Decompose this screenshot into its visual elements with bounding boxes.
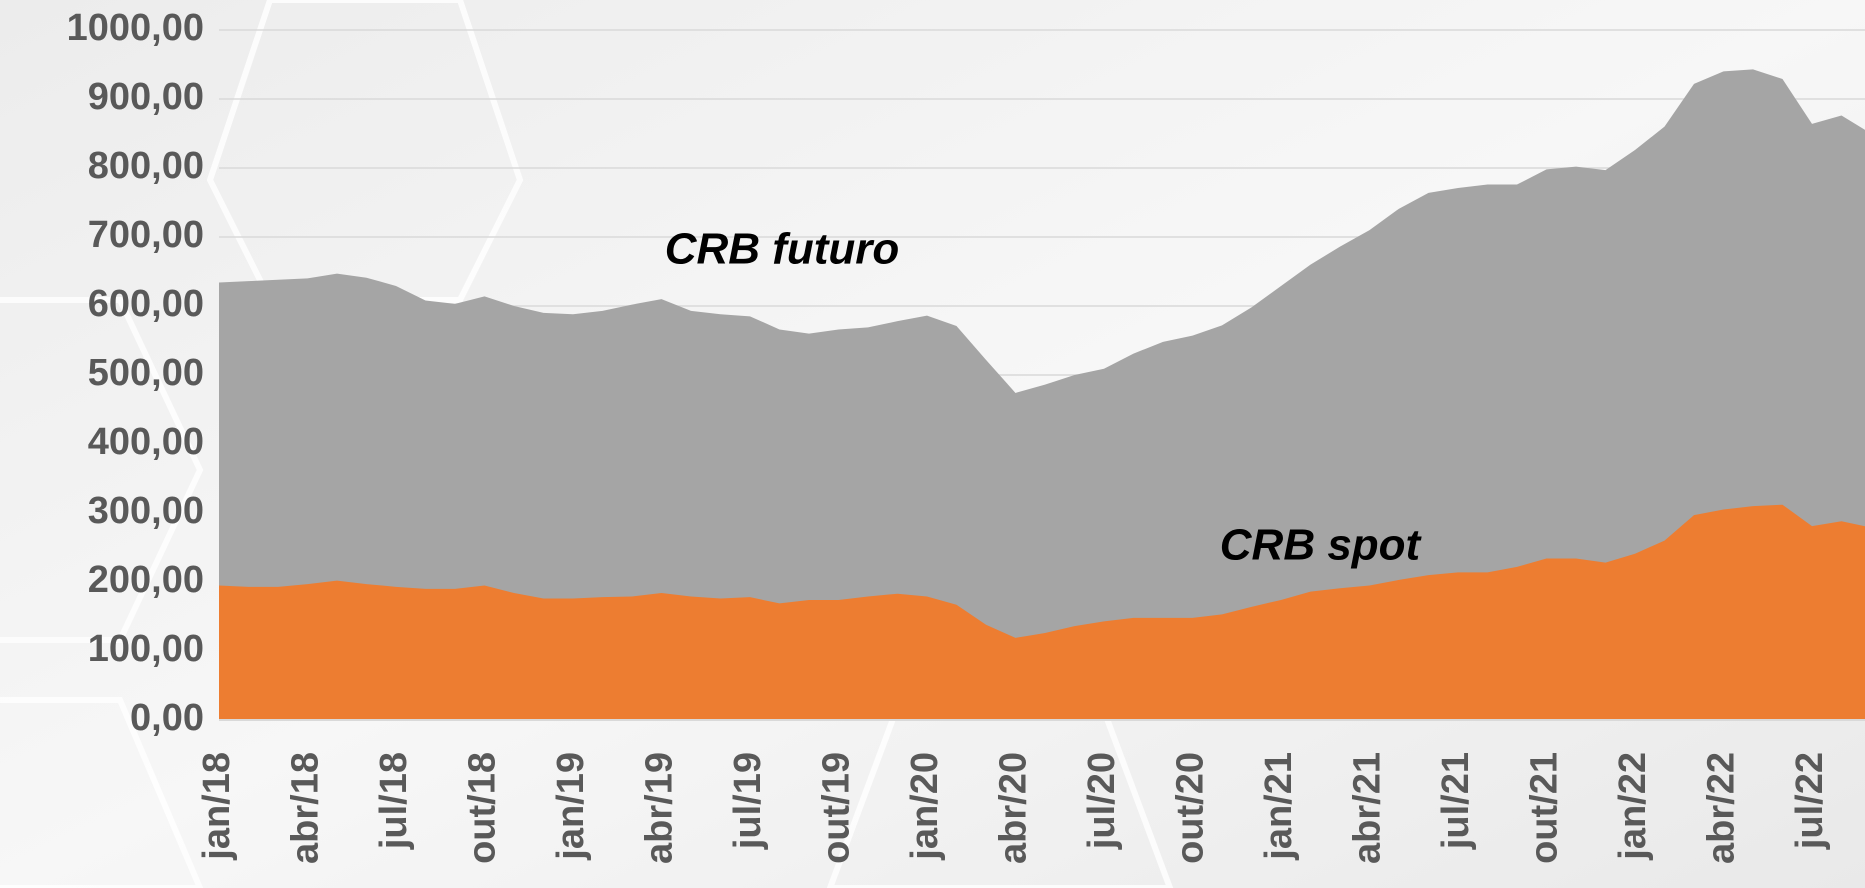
plot-area — [219, 69, 1865, 720]
y-tick-label: 600,00 — [88, 283, 204, 325]
area — [219, 69, 1865, 720]
x-tick-label: jan/19 — [550, 752, 592, 861]
y-tick-label: 800,00 — [88, 145, 204, 187]
x-tick-label: jan/18 — [196, 752, 238, 861]
series-label: CRB spot — [1220, 521, 1423, 570]
x-tick-label: out/18 — [462, 752, 504, 864]
y-tick-label: 700,00 — [88, 214, 204, 256]
y-tick-label: 200,00 — [88, 559, 204, 601]
x-tick-label: abr/18 — [285, 752, 327, 864]
y-tick-label: 300,00 — [88, 490, 204, 532]
y-tick-label: 0,00 — [130, 697, 204, 739]
y-tick-label: 500,00 — [88, 352, 204, 394]
x-tick-label: out/21 — [1524, 752, 1566, 864]
x-tick-label: abr/21 — [1347, 752, 1389, 864]
y-tick-label: 400,00 — [88, 421, 204, 463]
area — [219, 504, 1865, 720]
y-tick-label: 100,00 — [88, 628, 204, 670]
series-label: CRB futuro — [665, 225, 900, 274]
x-tick-label: jul/22 — [1789, 752, 1831, 850]
x-tick-label: jan/22 — [1612, 752, 1654, 861]
x-tick-label: out/20 — [1170, 752, 1212, 864]
x-tick-label: jan/20 — [904, 752, 946, 861]
x-tick-label: abr/19 — [639, 752, 681, 864]
x-tick-label: abr/20 — [993, 752, 1035, 864]
x-tick-label: jul/19 — [727, 752, 769, 850]
x-tick-label: jul/18 — [373, 752, 415, 850]
y-tick-label: 900,00 — [88, 76, 204, 118]
x-tick-label: jul/21 — [1435, 752, 1477, 850]
x-tick-label: jul/20 — [1081, 752, 1123, 850]
labels: 0,00 100,00 200,00 300,00 400,00 500,00 600,00… — [67, 7, 1865, 864]
y-tick-label: 1000,00 — [67, 7, 204, 49]
x-tick-label: out/19 — [816, 752, 858, 864]
x-tick-label: abr/22 — [1701, 752, 1743, 864]
x-tick-label: jan/21 — [1258, 752, 1300, 861]
